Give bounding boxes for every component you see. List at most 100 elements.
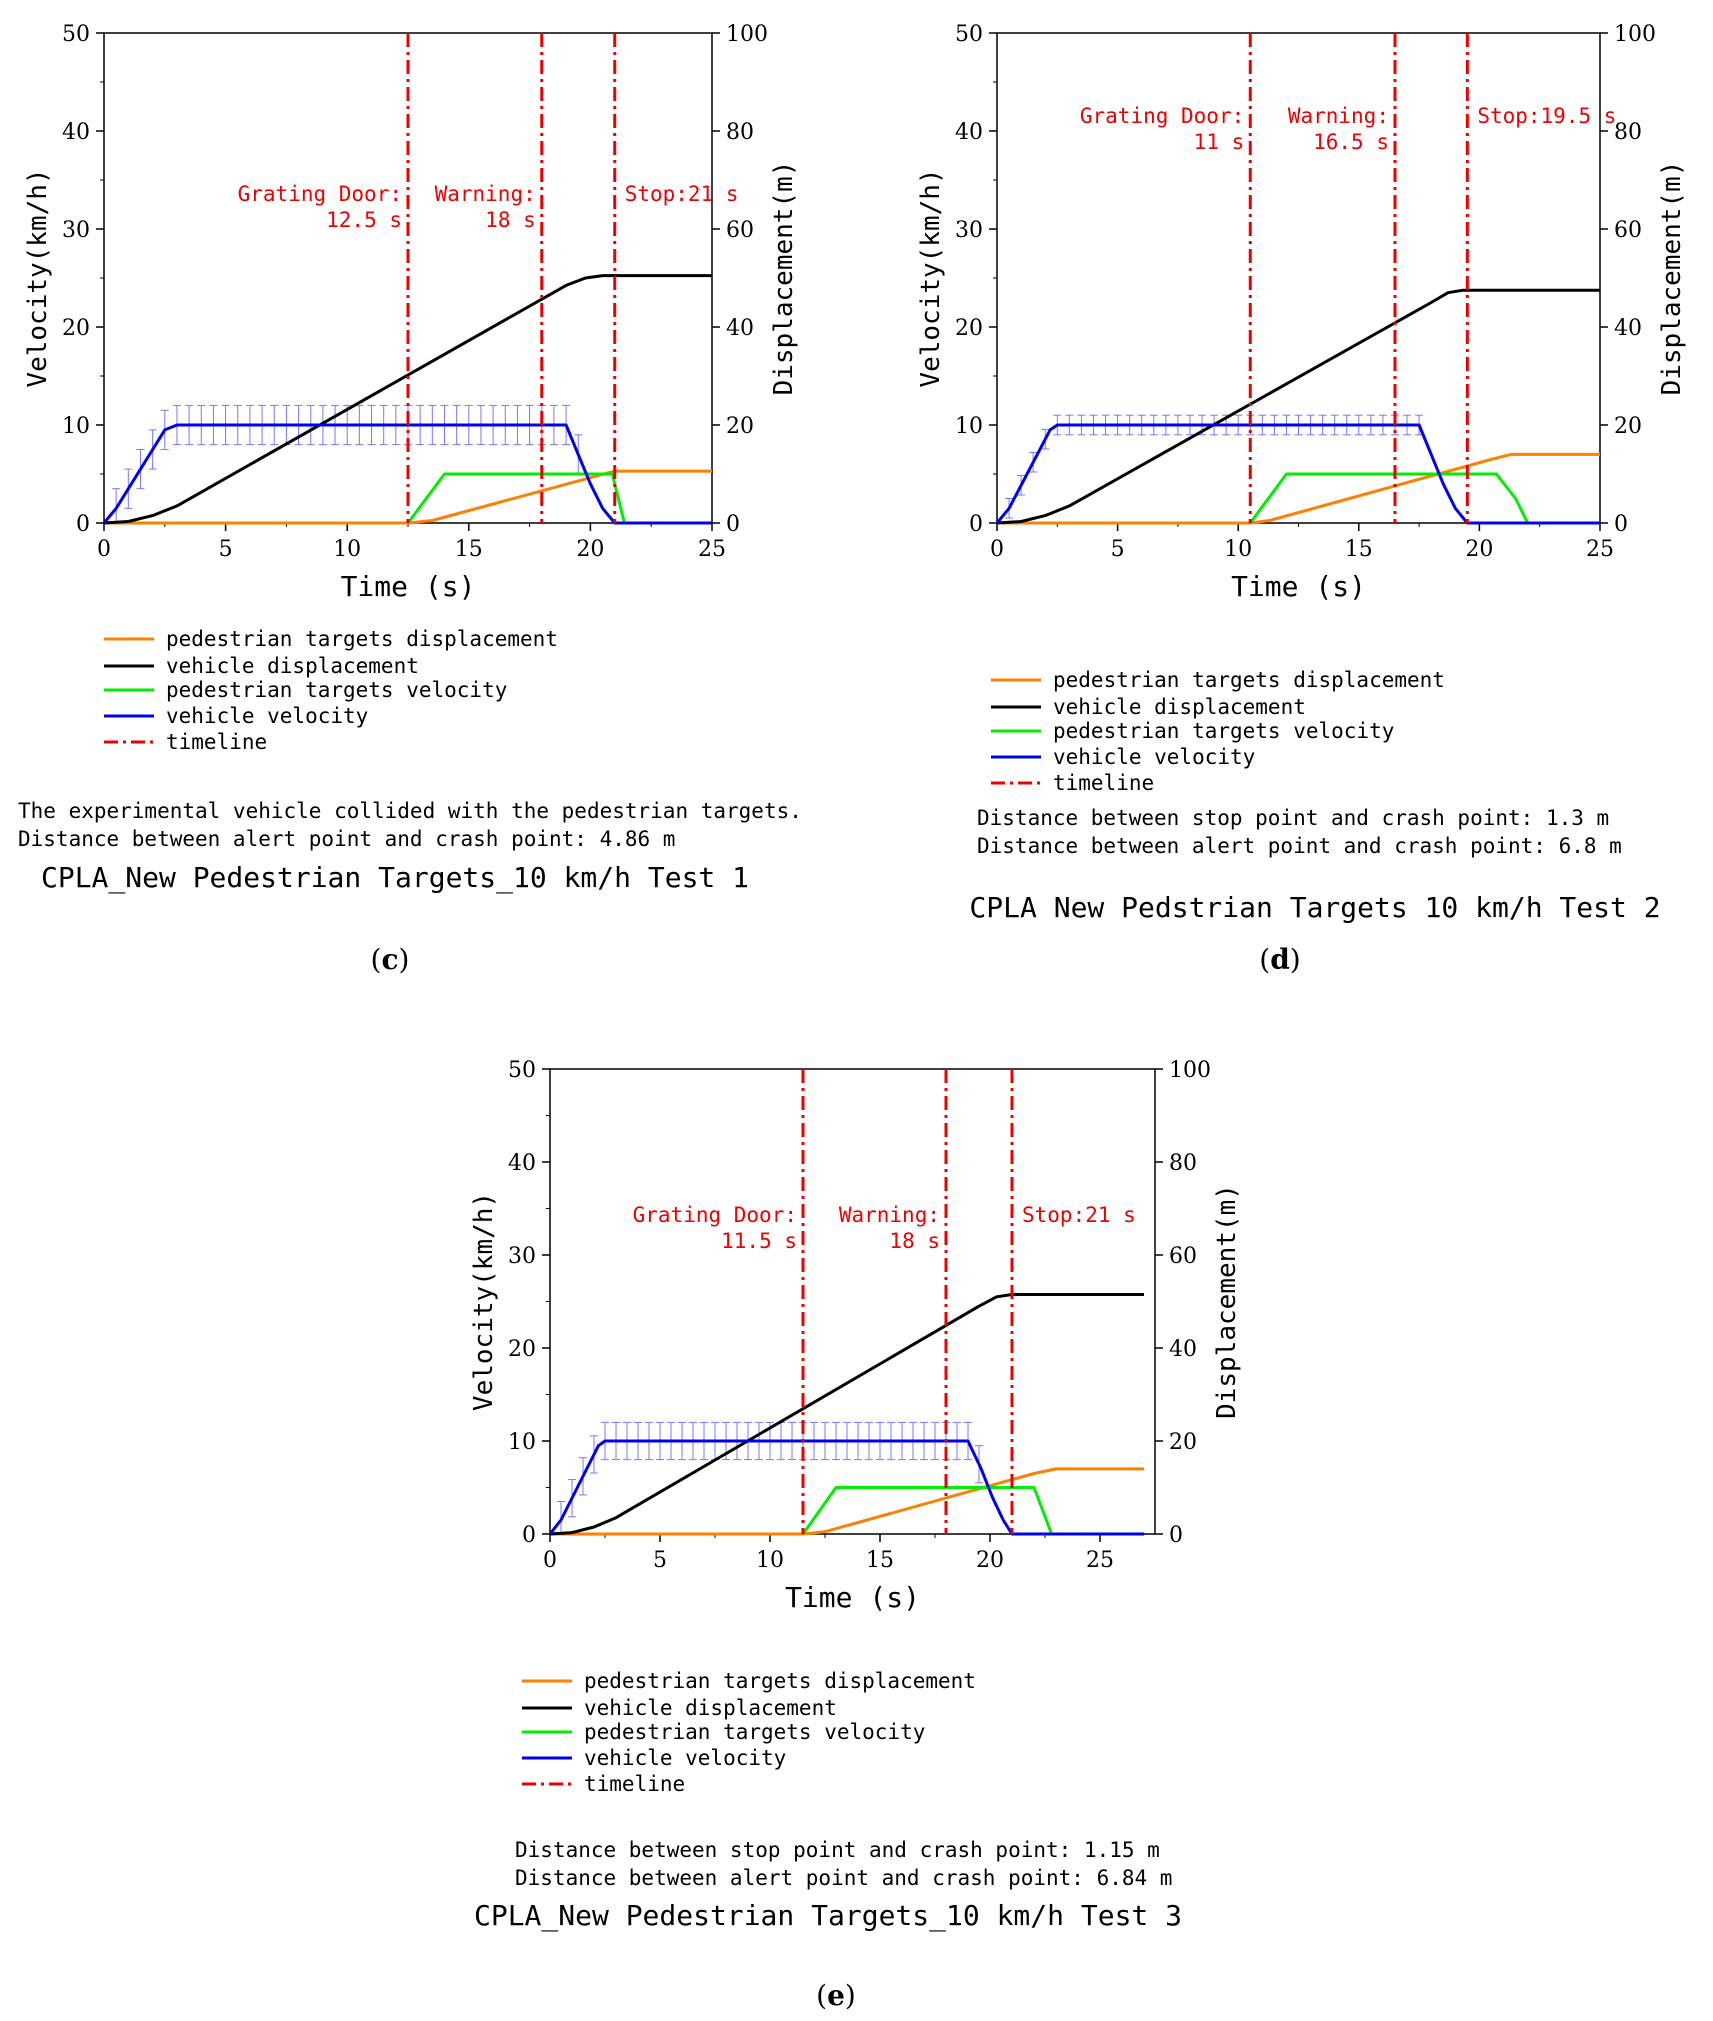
timeline-label: 18 s	[889, 1229, 940, 1253]
y-right-tick-label: 20	[1169, 1430, 1197, 1455]
legend-label: timeline	[1053, 771, 1154, 795]
legend-label: pedestrian targets displacement	[1053, 668, 1445, 692]
note-text: Distance between alert point and crash p…	[18, 827, 675, 851]
timeline-label: Stop:21 s	[1022, 1203, 1136, 1227]
series-pedestrian-targets-velocity	[406, 472, 626, 524]
legend-label: timeline	[584, 1772, 685, 1796]
y-left-tick-label: 20	[508, 1337, 536, 1362]
x-tick-label: 0	[990, 537, 1004, 562]
chart-panel-e: 0 5 10 15 20 25 0 10 20 30 40 50 0 20 40 60 80 100 Time (s…	[469, 1058, 1242, 2012]
series-vehicle-velocity	[995, 423, 1600, 525]
x-tick-label: 5	[653, 1548, 667, 1573]
series-vehicle-velocity	[102, 423, 712, 525]
y-left-tick-label: 40	[62, 120, 90, 145]
legend-label: pedestrian targets displacement	[166, 627, 558, 651]
x-tick-label: 25	[698, 537, 726, 562]
y-left-axis-label: Velocity(km/h)	[23, 168, 53, 387]
y-left-axis-label: Velocity(km/h)	[469, 1192, 499, 1411]
timeline-label: Grating Door:	[238, 182, 402, 206]
timeline-label: Grating Door:	[633, 1203, 797, 1227]
note-text: Distance between stop point and crash po…	[515, 1838, 1160, 1862]
x-tick-label: 25	[1586, 537, 1614, 562]
timeline-label: 16.5 s	[1313, 130, 1389, 154]
legend-label: pedestrian targets velocity	[1053, 719, 1394, 743]
y-right-tick-label: 80	[1169, 1151, 1197, 1176]
y-right-axis-label: Displacement(m)	[1212, 1184, 1242, 1419]
series-pedestrian-targets-displacement	[997, 452, 1600, 525]
legend-label: vehicle displacement	[166, 654, 419, 678]
y-left-tick-label: 50	[62, 22, 90, 47]
panel-label: (c)	[371, 943, 410, 976]
x-axis-label: Time (s)	[341, 570, 476, 603]
y-left-tick-label: 0	[969, 512, 983, 537]
timeline-label: Warning:	[839, 1203, 940, 1227]
y-left-tick-label: 20	[62, 316, 90, 341]
y-left-tick-label: 0	[76, 512, 90, 537]
series-vehicle-velocity	[548, 1439, 1144, 1536]
y-left-tick-label: 50	[508, 1058, 536, 1083]
y-right-tick-label: 60	[1614, 218, 1642, 243]
legend-label: vehicle velocity	[584, 1746, 786, 1770]
y-left-tick-label: 30	[955, 218, 983, 243]
x-tick-label: 0	[543, 1548, 557, 1573]
y-left-tick-label: 20	[955, 316, 983, 341]
y-right-tick-label: 20	[1614, 414, 1642, 439]
legend-label: timeline	[166, 730, 267, 754]
chart-title: CPLA New Pedstrian Targets 10 km/h Test …	[969, 891, 1660, 924]
timeline-label: 18 s	[485, 208, 536, 232]
y-right-tick-label: 80	[1614, 120, 1642, 145]
timeline-label: Warning:	[435, 182, 536, 206]
x-tick-label: 20	[576, 537, 604, 562]
y-right-tick-label: 60	[726, 218, 754, 243]
series-vehicle-displacement	[103, 274, 712, 525]
y-right-tick-label: 0	[1614, 512, 1628, 537]
y-right-tick-label: 80	[726, 120, 754, 145]
y-left-tick-label: 30	[62, 218, 90, 243]
y-left-tick-label: 30	[508, 1244, 536, 1269]
panel-label: (e)	[816, 1979, 856, 2012]
note-text: Distance between stop point and crash po…	[977, 806, 1609, 830]
note-text: The experimental vehicle collided with t…	[18, 799, 802, 823]
y-right-tick-label: 100	[1169, 1058, 1211, 1083]
x-tick-label: 15	[1345, 537, 1373, 562]
y-right-axis-label: Displacement(m)	[1657, 161, 1687, 396]
legend-label: pedestrian targets displacement	[584, 1669, 976, 1693]
timeline-label: Grating Door:	[1080, 104, 1244, 128]
series-vehicle-displacement	[549, 1293, 1144, 1536]
timeline-label: Warning:	[1288, 104, 1389, 128]
panel-label: (d)	[1259, 943, 1300, 976]
timeline-label: Stop:21 s	[625, 182, 739, 206]
x-tick-label: 15	[866, 1548, 894, 1573]
series-pedestrian-targets-velocity	[801, 1486, 1144, 1536]
x-axis-label: Time (s)	[1231, 570, 1366, 603]
note-text: Distance between alert point and crash p…	[515, 1866, 1172, 1890]
legend-label: vehicle displacement	[1053, 695, 1306, 719]
note-text: Distance between alert point and crash p…	[977, 834, 1622, 858]
y-right-tick-label: 100	[726, 22, 768, 47]
y-left-tick-label: 40	[955, 120, 983, 145]
x-tick-label: 20	[1465, 537, 1493, 562]
x-tick-label: 25	[1086, 1548, 1114, 1573]
y-left-tick-label: 0	[522, 1523, 536, 1548]
y-right-tick-label: 60	[1169, 1244, 1197, 1269]
y-left-tick-label: 10	[508, 1430, 536, 1455]
x-tick-label: 10	[333, 537, 361, 562]
y-right-tick-label: 100	[1614, 22, 1656, 47]
series-pedestrian-targets-displacement	[104, 469, 712, 525]
x-tick-label: 5	[1111, 537, 1125, 562]
y-right-tick-label: 0	[726, 512, 740, 537]
y-left-tick-label: 10	[955, 414, 983, 439]
plot-frame	[549, 1068, 1156, 1535]
series-pedestrian-targets-velocity	[1249, 472, 1529, 524]
x-tick-label: 10	[756, 1548, 784, 1573]
y-left-tick-label: 50	[955, 22, 983, 47]
x-tick-label: 0	[97, 537, 111, 562]
y-right-tick-label: 20	[726, 414, 754, 439]
y-right-tick-label: 40	[726, 316, 754, 341]
legend-label: pedestrian targets velocity	[584, 1720, 925, 1744]
series-vehicle-displacement	[996, 288, 1600, 525]
y-left-axis-label: Velocity(km/h)	[916, 168, 946, 387]
x-tick-label: 5	[219, 537, 233, 562]
